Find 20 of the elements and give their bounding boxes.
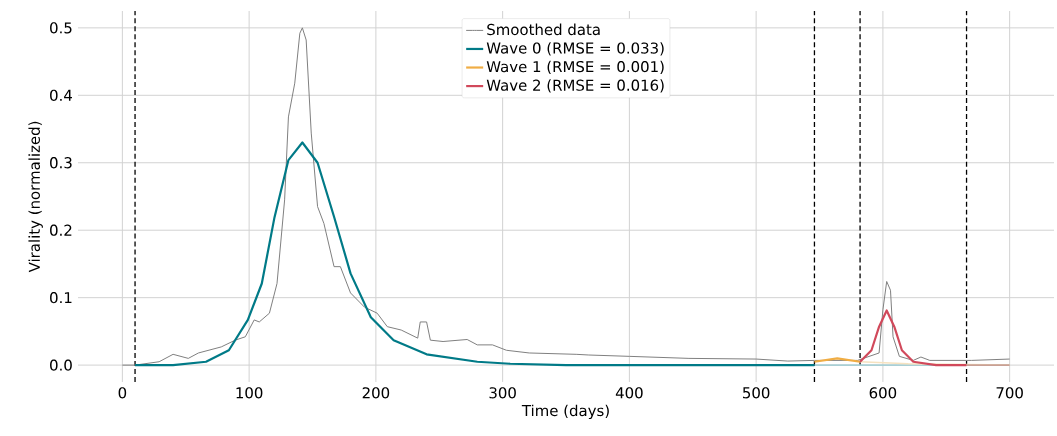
- x-tick-label: 600: [869, 387, 897, 399]
- legend-label: Wave 0 (RMSE = 0.033): [486, 42, 664, 56]
- x-tick-label: 400: [615, 387, 643, 399]
- y-tick-label: 0.1: [50, 292, 72, 304]
- x-tick-label: 300: [489, 387, 516, 399]
- x-tick-label: 0: [118, 387, 127, 399]
- y-tick-label: 0.3: [50, 157, 72, 169]
- x-tick-label: 200: [362, 387, 390, 399]
- x-tick-label: 700: [996, 387, 1023, 399]
- y-tick-label: 0.0: [50, 359, 72, 371]
- x-tick-label: 100: [236, 387, 263, 399]
- y-tick-label: 0.4: [50, 89, 72, 101]
- y-tick-label: 0.5: [50, 22, 72, 34]
- legend-label: Wave 2 (RMSE = 0.016): [486, 79, 664, 93]
- legend-label: Smoothed data: [487, 23, 600, 36]
- y-tick-label: 0.2: [50, 224, 72, 236]
- legend-label: Wave 1 (RMSE = 0.001): [486, 60, 664, 75]
- x-tick-label: 500: [743, 387, 770, 399]
- x-axis-title: Time (days): [521, 404, 609, 420]
- y-axis-title: Virality (normalized): [28, 121, 43, 273]
